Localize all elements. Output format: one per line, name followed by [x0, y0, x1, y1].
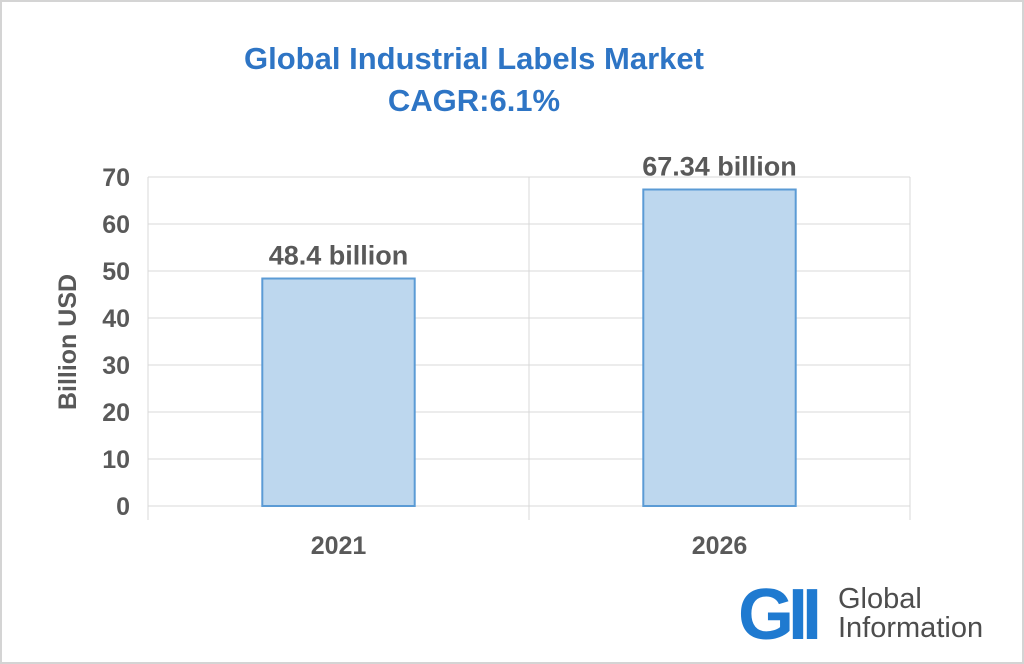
logo-mark: GII [738, 575, 822, 655]
y-tick-label: 40 [102, 305, 130, 333]
chart-title: Global Industrial Labels Market [244, 41, 704, 76]
chart-subtitle: CAGR:6.1% [387, 83, 561, 118]
y-tick-label: 50 [102, 258, 130, 286]
data-label: 48.4 billion [269, 241, 409, 271]
logo-line-1: Global [838, 583, 922, 615]
data-label: 67.34 billion [642, 152, 797, 182]
x-tick-label: 2026 [692, 532, 748, 560]
labels: 0 10 20 30 40 50 60 70 48.4 billion 2021 67.34 bil… [102, 152, 797, 560]
y-tick-label: 70 [102, 164, 130, 192]
bars [261, 188, 797, 507]
x-tick-label: 2021 [311, 532, 367, 560]
bar-2021 [261, 277, 416, 507]
logo-wordmark: Global Information [838, 585, 983, 643]
y-tick-label: 30 [102, 352, 130, 380]
logo-line-2: Information [838, 612, 984, 644]
y-axis-label: Billion USD [54, 274, 82, 410]
y-tick-label: 0 [116, 493, 130, 521]
y-tick-label: 10 [102, 446, 130, 474]
bar-2026 [642, 188, 797, 507]
y-tick-label: 60 [102, 211, 130, 239]
y-tick-label: 20 [102, 399, 130, 427]
